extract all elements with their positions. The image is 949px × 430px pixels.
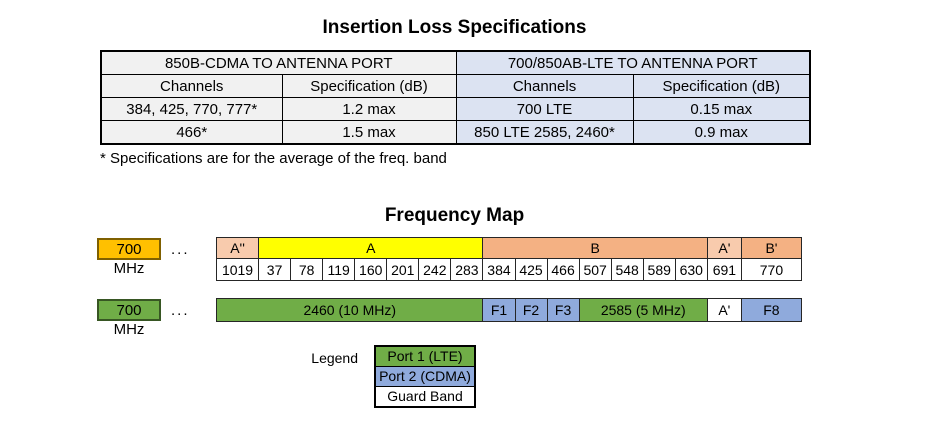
channel-cell: 548 — [610, 258, 644, 281]
table-row: 466* 1.5 max 850 LTE 2585, 2460* 0.9 max — [100, 120, 811, 145]
channel-cell: 466 — [546, 258, 580, 281]
segment-cell: F2 — [514, 298, 548, 322]
legend-item: Guard Band — [376, 387, 474, 406]
freq-row1-label: 700 MHz — [97, 238, 161, 277]
channels-cell: 700 LTE — [455, 97, 634, 121]
channel-cell: 630 — [674, 258, 708, 281]
insertion-loss-table: 850B-CDMA TO ANTENNA PORT 700/850AB-LTE … — [100, 50, 812, 145]
frequency-band-table: A'' A B A' B' 1019 37 78 119 160 201 242 283 384 425 46… — [215, 237, 803, 281]
spec-cell: 1.5 max — [281, 120, 457, 145]
ellipsis: ... — [171, 302, 190, 319]
channels-cell: 384, 425, 770, 777* — [100, 97, 283, 121]
segment-cell: F3 — [546, 298, 580, 322]
table-row: Channels Specification (dB) Channels Spe… — [100, 74, 811, 98]
band-cell: A' — [706, 237, 742, 259]
band-cell: B — [482, 237, 708, 259]
ellipsis: ... — [171, 241, 190, 258]
legend-item: Port 1 (LTE) — [376, 347, 474, 367]
band-cell: B' — [740, 237, 803, 259]
channel-cell: 507 — [578, 258, 612, 281]
segment-cell: 2460 (10 MHz) — [215, 298, 484, 322]
channel-cell: 589 — [642, 258, 676, 281]
page-title: Insertion Loss Specifications — [322, 17, 587, 38]
channel-cell: 691 — [706, 258, 742, 281]
channels-cell: 466* — [100, 120, 283, 145]
channel-cell: 425 — [514, 258, 548, 281]
segment-cell: F1 — [482, 298, 516, 322]
channel-cell: 201 — [386, 258, 420, 281]
frequency-map-title: Frequency Map — [384, 205, 525, 226]
band-cell: A — [258, 237, 484, 259]
spec-footnote: * Specifications are for the average of … — [100, 150, 447, 167]
frequency-segment-table: 2460 (10 MHz) F1 F2 F3 2585 (5 MHz) A' F8 — [215, 298, 803, 322]
spec-cell: 0.9 max — [632, 120, 811, 145]
segment-cell: F8 — [740, 298, 803, 322]
channel-cell: 78 — [290, 258, 324, 281]
channels-cell: 850 LTE 2585, 2460* — [455, 120, 634, 145]
segment-cell: 2585 (5 MHz) — [578, 298, 708, 322]
channel-cell: 770 — [740, 258, 803, 281]
legend-item: Port 2 (CDMA) — [376, 367, 474, 387]
spec-cell: 0.15 max — [632, 97, 811, 121]
group-header-lte: 700/850AB-LTE TO ANTENNA PORT — [455, 50, 811, 75]
channel-cell: 37 — [258, 258, 292, 281]
channel-cell: 119 — [322, 258, 356, 281]
legend-label: Legend — [311, 350, 358, 366]
channel-cell: 242 — [418, 258, 452, 281]
legend-box: Port 1 (LTE) Port 2 (CDMA) Guard Band — [374, 345, 476, 408]
table-row: 850B-CDMA TO ANTENNA PORT 700/850AB-LTE … — [100, 50, 811, 75]
col-header-channels-lte: Channels — [455, 74, 634, 98]
spec-cell: 1.2 max — [281, 97, 457, 121]
col-header-spec-lte: Specification (dB) — [632, 74, 811, 98]
group-header-cdma: 850B-CDMA TO ANTENNA PORT — [100, 50, 457, 75]
channel-cell: 384 — [482, 258, 516, 281]
channel-cell: 160 — [354, 258, 388, 281]
col-header-channels-cdma: Channels — [100, 74, 283, 98]
segment-cell: A' — [706, 298, 742, 322]
channel-cell: 283 — [450, 258, 484, 281]
channel-cell: 1019 — [215, 258, 260, 281]
band-cell: A'' — [215, 237, 260, 259]
freq-row2-label: 700 MHz — [97, 299, 161, 338]
table-row: 384, 425, 770, 777* 1.2 max 700 LTE 0.15… — [100, 97, 811, 121]
col-header-spec-cdma: Specification (dB) — [281, 74, 457, 98]
